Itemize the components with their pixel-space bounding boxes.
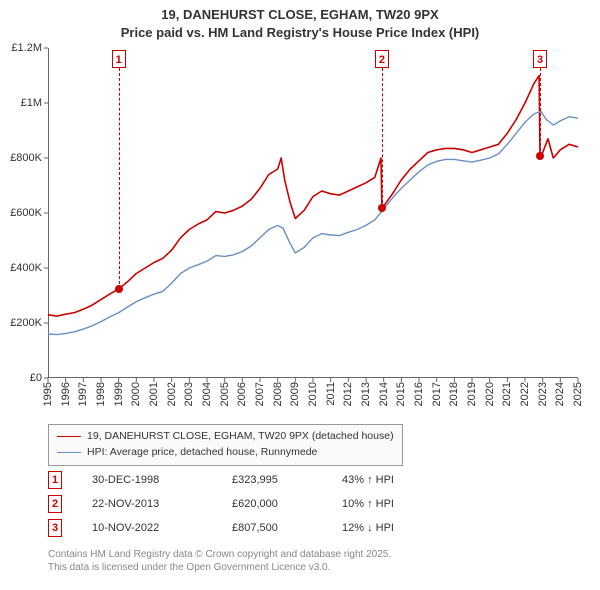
marker-line-1: [119, 68, 120, 289]
x-tick-label: 2008: [272, 382, 284, 406]
x-tick-label: 2013: [360, 382, 372, 406]
series-subject: [48, 76, 578, 317]
marker-dot-1: [115, 285, 123, 293]
x-tick-label: 2022: [519, 382, 531, 406]
marker-line-2: [382, 68, 383, 208]
sales-price: £323,995: [232, 474, 342, 486]
y-tick-label: £600K: [2, 207, 42, 219]
sales-row: 1 30-DEC-1998£323,99543% ↑ HPI: [48, 468, 394, 492]
x-tick-label: 2011: [325, 382, 337, 406]
sales-row: 3 10-NOV-2022£807,50012% ↓ HPI: [48, 516, 394, 540]
marker-box-1: 1: [112, 50, 126, 68]
y-tick-label: £1M: [2, 97, 42, 109]
x-tick-label: 2012: [342, 382, 354, 406]
y-tick-label: £400K: [2, 262, 42, 274]
sales-date: 22-NOV-2013: [92, 498, 232, 510]
legend-label: 19, DANEHURST CLOSE, EGHAM, TW20 9PX (de…: [87, 429, 394, 445]
x-tick-label: 1999: [113, 382, 125, 406]
x-tick-label: 2002: [166, 382, 178, 406]
x-tick-label: 2024: [554, 382, 566, 406]
sales-date: 30-DEC-1998: [92, 474, 232, 486]
x-tick-label: 2014: [378, 382, 390, 406]
x-tick-label: 2000: [130, 382, 142, 406]
chart-area: £0£200K£400K£600K£800K£1M£1.2M1995199619…: [48, 48, 578, 378]
sales-date: 10-NOV-2022: [92, 522, 232, 534]
x-tick-label: 1997: [77, 382, 89, 406]
x-tick-label: 2010: [307, 382, 319, 406]
x-tick-label: 2021: [501, 382, 513, 406]
attribution: Contains HM Land Registry data © Crown c…: [48, 548, 391, 574]
x-tick-label: 2023: [537, 382, 549, 406]
sales-marker: 3: [48, 519, 62, 537]
y-tick-label: £0: [2, 372, 42, 384]
title-line-2: Price paid vs. HM Land Registry's House …: [0, 24, 600, 42]
legend-item: 19, DANEHURST CLOSE, EGHAM, TW20 9PX (de…: [57, 429, 394, 445]
sales-row: 2 22-NOV-2013£620,00010% ↑ HPI: [48, 492, 394, 516]
x-tick-label: 2001: [148, 382, 160, 406]
x-tick-label: 2007: [254, 382, 266, 406]
x-tick-label: 2020: [484, 382, 496, 406]
x-tick-label: 2016: [413, 382, 425, 406]
y-tick-label: £1.2M: [2, 42, 42, 54]
x-tick-label: 2015: [395, 382, 407, 406]
sales-marker: 1: [48, 471, 62, 489]
x-tick-label: 2006: [236, 382, 248, 406]
chart-svg: [48, 48, 578, 378]
marker-box-2: 2: [375, 50, 389, 68]
x-tick-label: 1995: [42, 382, 54, 406]
attribution-line-2: This data is licensed under the Open Gov…: [48, 561, 391, 574]
x-tick-label: 2004: [201, 382, 213, 406]
sales-hpi: 10% ↑ HPI: [342, 498, 394, 510]
x-tick-label: 2003: [183, 382, 195, 406]
marker-line-3: [540, 68, 541, 156]
attribution-line-1: Contains HM Land Registry data © Crown c…: [48, 548, 391, 561]
marker-dot-2: [378, 204, 386, 212]
sales-hpi: 12% ↓ HPI: [342, 522, 394, 534]
sales-hpi: 43% ↑ HPI: [342, 474, 394, 486]
sales-table: 1 30-DEC-1998£323,99543% ↑ HPI 2 22-NOV-201…: [48, 468, 394, 540]
x-tick-label: 2025: [572, 382, 584, 406]
x-tick-label: 1998: [95, 382, 107, 406]
legend-swatch: [57, 452, 81, 453]
sales-marker: 2: [48, 495, 62, 513]
legend-box: 19, DANEHURST CLOSE, EGHAM, TW20 9PX (de…: [48, 424, 403, 466]
legend-item: HPI: Average price, detached house, Runn…: [57, 445, 394, 461]
y-tick-label: £200K: [2, 317, 42, 329]
sales-price: £807,500: [232, 522, 342, 534]
title-block: 19, DANEHURST CLOSE, EGHAM, TW20 9PX Pri…: [0, 0, 600, 41]
x-tick-label: 2005: [219, 382, 231, 406]
legend-label: HPI: Average price, detached house, Runn…: [87, 445, 317, 461]
marker-dot-3: [536, 152, 544, 160]
x-tick-label: 2009: [289, 382, 301, 406]
x-tick-label: 2017: [431, 382, 443, 406]
legend-swatch: [57, 436, 81, 437]
x-tick-label: 2019: [466, 382, 478, 406]
y-tick-label: £800K: [2, 152, 42, 164]
title-line-1: 19, DANEHURST CLOSE, EGHAM, TW20 9PX: [0, 6, 600, 24]
x-tick-label: 2018: [448, 382, 460, 406]
x-tick-label: 1996: [60, 382, 72, 406]
marker-box-3: 3: [533, 50, 547, 68]
chart-container: 19, DANEHURST CLOSE, EGHAM, TW20 9PX Pri…: [0, 0, 600, 590]
sales-price: £620,000: [232, 498, 342, 510]
